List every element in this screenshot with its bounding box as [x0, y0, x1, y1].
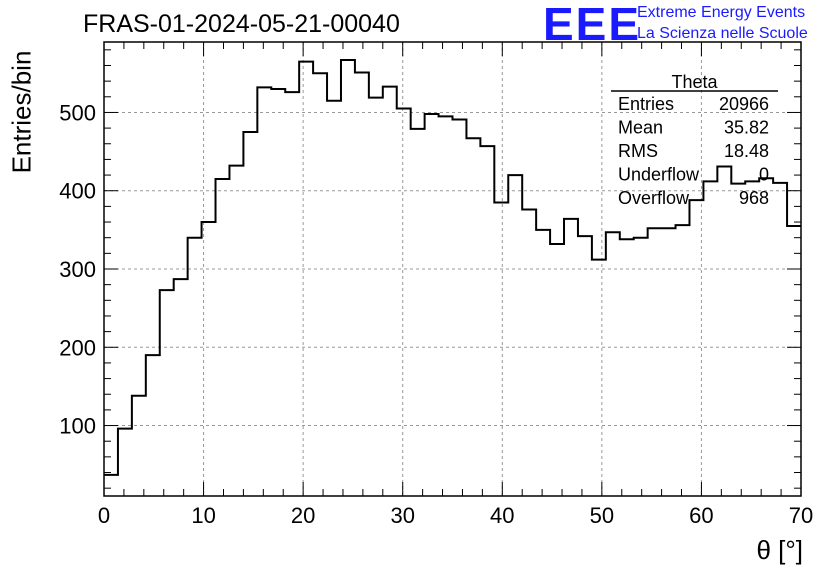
histogram-step-line	[104, 59, 801, 476]
stats-row-value: 0	[759, 165, 769, 185]
chart-title: FRAS-01-2024-05-21-00040	[83, 10, 400, 38]
y-tick-label: 400	[59, 179, 96, 204]
x-tick-label: 30	[390, 503, 414, 528]
stats-row-value: 968	[739, 188, 769, 208]
stats-row-label: Overflow	[618, 188, 690, 208]
x-tick-label: 50	[590, 503, 614, 528]
stats-row-label: Mean	[618, 118, 663, 138]
stats-row-value: 20966	[719, 94, 769, 114]
grid-lines	[104, 42, 801, 496]
y-tick-label: 100	[59, 414, 96, 439]
y-tick-label: 300	[59, 257, 96, 282]
stats-row-label: Underflow	[618, 165, 700, 185]
y-tick-label: 200	[59, 335, 96, 360]
x-tick-label: 40	[490, 503, 514, 528]
tick-labels: 0 10 20 30 40 50 60 70 100 200 300 400 500	[59, 100, 813, 528]
eee-logo-mark: EEE	[543, 0, 642, 50]
x-tick-label: 60	[689, 503, 713, 528]
stats-box-name: Theta	[671, 72, 718, 92]
stats-row-label: Entries	[618, 94, 674, 114]
x-tick-label: 20	[291, 503, 315, 528]
logo-text-line1: Extreme Energy Events	[637, 4, 806, 21]
stats-row-value: 35.82	[724, 118, 769, 138]
axis-ticks	[103, 42, 802, 496]
x-tick-label: 0	[98, 503, 110, 528]
stats-row-value: 18.48	[724, 141, 769, 161]
plot-frame	[103, 41, 802, 497]
x-tick-label: 10	[191, 503, 215, 528]
stats-row-label: RMS	[618, 141, 658, 161]
logo-text-line2: La Scienza nelle Scuole	[637, 25, 808, 42]
x-tick-label: 70	[789, 503, 813, 528]
y-tick-label: 500	[59, 100, 96, 125]
x-axis-label: θ [°]	[756, 535, 803, 565]
